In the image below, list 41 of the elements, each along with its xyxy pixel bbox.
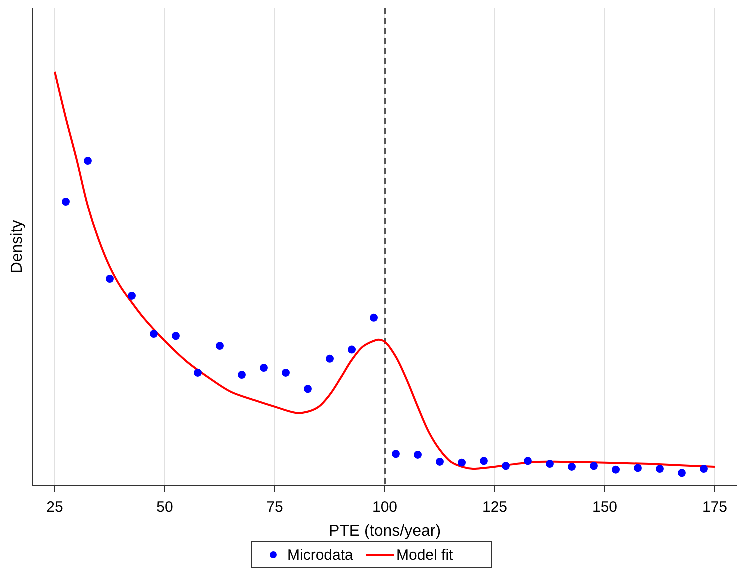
point xyxy=(392,450,400,458)
point xyxy=(612,466,620,474)
point xyxy=(106,275,114,283)
legend-label: Model fit xyxy=(396,547,454,564)
point xyxy=(128,292,136,300)
point xyxy=(282,368,290,377)
point xyxy=(590,462,598,470)
point xyxy=(678,469,686,478)
point xyxy=(414,450,422,459)
x-axis-title: PTE (tons/year) xyxy=(328,523,442,540)
point xyxy=(480,457,488,466)
point xyxy=(546,460,554,468)
point xyxy=(216,342,224,350)
point xyxy=(238,371,246,380)
legend-label: Microdata xyxy=(288,547,354,564)
point xyxy=(172,332,180,340)
point xyxy=(436,458,444,466)
point xyxy=(260,364,268,372)
x-tick-label: 175 xyxy=(702,499,728,516)
point xyxy=(304,385,312,394)
point xyxy=(84,157,92,165)
x-tick-label: 100 xyxy=(372,499,398,516)
x-tick-label: 125 xyxy=(482,499,508,516)
point xyxy=(62,198,70,206)
point xyxy=(194,368,202,377)
point xyxy=(370,314,378,322)
x-tick-label: 150 xyxy=(592,499,618,516)
point xyxy=(150,330,158,338)
y-axis-title: Density xyxy=(9,220,26,274)
x-tick-label: 50 xyxy=(156,499,174,516)
point xyxy=(524,457,532,466)
x-tick-label: 25 xyxy=(46,499,64,516)
x-tick-label: 75 xyxy=(266,499,284,516)
point xyxy=(502,462,510,470)
point xyxy=(568,462,576,471)
point xyxy=(326,354,334,363)
point xyxy=(700,465,708,474)
point xyxy=(458,458,466,467)
point xyxy=(634,464,642,472)
point xyxy=(348,346,356,354)
point xyxy=(656,465,664,474)
